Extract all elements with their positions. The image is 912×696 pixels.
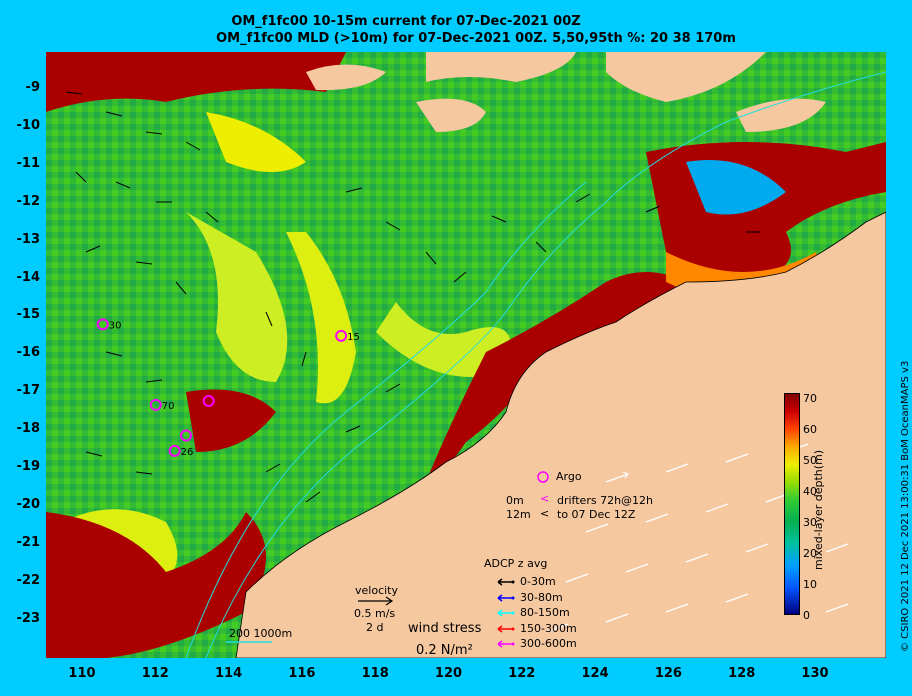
land-island: [306, 64, 386, 91]
colorbar-tick-label: 50: [803, 454, 817, 467]
current-arrows: [65, 91, 760, 503]
y-tick-label: -18: [16, 421, 41, 437]
velocity-legend-title: velocity: [355, 584, 398, 597]
argo-float-label: 30: [109, 320, 122, 331]
adcp-arrow-icon: [497, 593, 515, 602]
argo-float-label: 70: [162, 401, 175, 412]
mld-yellow-region: [376, 302, 511, 377]
drifter-depth-0: 0m: [506, 494, 524, 507]
isobath-legend: 200 1000m: [229, 627, 293, 640]
adcp-legend-label: 300-600m: [520, 637, 577, 650]
mld-yellow-region: [186, 212, 288, 382]
colorbar-tick-label: 0: [803, 609, 810, 622]
land-island: [416, 98, 486, 132]
adcp-legend-label: 30-80m: [520, 590, 563, 604]
argo-float-label: 26: [181, 447, 194, 458]
x-tick-label: 116: [288, 666, 316, 681]
argo-float-marker: [180, 429, 192, 442]
y-tick-label: -17: [16, 383, 41, 399]
wind-stress-value: 0.2 N/m²: [416, 643, 473, 658]
x-tick-label: 122: [508, 666, 536, 681]
mld-deep-region: [426, 272, 686, 482]
colorbar-tick-label: 20: [803, 547, 817, 560]
colorbar-title: mixed-layer depth(m): [812, 449, 825, 570]
wind-stress-title: wind stress: [408, 621, 482, 636]
copyright-text: © CSIRO 2021 12 Dec 2021 13:00:31 BoM Oc…: [900, 360, 911, 652]
argo-float-label: 15: [347, 332, 360, 343]
wind-stress-arrows: [545, 443, 849, 633]
land-island: [426, 52, 576, 82]
y-tick-label: -15: [16, 307, 41, 323]
land-island: [606, 52, 766, 102]
land-australia: [235, 211, 886, 658]
drifter-arrow-icon: <: [540, 507, 550, 520]
isobath-legend-line: [226, 641, 272, 643]
adcp-arrow-icon: [497, 609, 515, 617]
colorbar-tick-label: 30: [803, 516, 817, 529]
drifter-legend-label: drifters 72h@12h: [557, 494, 654, 507]
land-island: [736, 98, 826, 132]
y-tick-label: -12: [16, 193, 41, 209]
x-tick-label: 128: [728, 666, 756, 681]
mld-blue-region: [686, 160, 786, 215]
argo-float-marker: [202, 395, 215, 408]
isobath-contour: [185, 181, 587, 658]
adcp-arrow-icon: [497, 640, 515, 648]
y-tick-label: -22: [16, 572, 41, 588]
colorbar-tick-label: 10: [803, 578, 817, 591]
y-tick-label: -16: [16, 345, 41, 361]
y-tick-label: -23: [16, 610, 41, 626]
argo-float-marker: [149, 398, 162, 411]
adcp-legend-label: 0-30m: [520, 575, 556, 588]
title-line-1: OM_f1fc00 10-15m current for 07-Dec-2021…: [231, 14, 581, 29]
y-tick-label: -13: [16, 231, 41, 247]
velocity-legend-value: 0.5 m/s: [354, 607, 396, 620]
x-tick-label: 118: [361, 666, 389, 681]
adcp-legend-title: ADCP z avg: [484, 557, 548, 570]
y-tick-label: -11: [16, 155, 41, 171]
velocity-arrow-icon: [358, 596, 394, 606]
argo-legend-icon: [537, 471, 549, 483]
y-tick-label: -9: [25, 80, 40, 95]
drifter-depth-12: 12m: [506, 508, 531, 521]
x-tick-label: 114: [215, 666, 243, 681]
velocity-legend-days: 2 d: [366, 621, 384, 634]
adcp-arrow-icon: [497, 624, 515, 633]
adcp-legend-label: 150-300m: [520, 621, 577, 635]
drifter-arrow-icon: <: [540, 492, 550, 505]
mld-deep-region: [46, 52, 346, 112]
y-tick-label: -20: [16, 496, 41, 512]
argo-float-marker: [168, 444, 181, 457]
y-tick-label: -21: [16, 534, 41, 550]
isobath-contour: [205, 71, 886, 658]
y-tick-label: -14: [16, 269, 41, 285]
x-tick-label: 124: [581, 666, 609, 681]
adcp-arrow-icon: [497, 578, 515, 586]
x-tick-label: 112: [141, 666, 169, 681]
x-tick-label: 110: [68, 666, 96, 681]
y-tick-label: -19: [16, 459, 41, 474]
adcp-legend-label: 80-150m: [520, 606, 570, 619]
x-tick-label: 126: [654, 666, 682, 681]
colorbar-tick-label: 60: [803, 423, 817, 436]
y-tick-label: -10: [16, 117, 41, 133]
colorbar: [784, 393, 800, 615]
mld-deep-region: [46, 512, 266, 658]
mld-yellow-region: [206, 112, 306, 172]
x-tick-label: 120: [434, 666, 463, 681]
map-panel: 30 15 70 26: [46, 52, 886, 658]
colorbar-tick-label: 40: [803, 485, 817, 498]
mld-yellow-region: [286, 232, 356, 404]
drifter-legend-time: to 07 Dec 12Z: [557, 508, 636, 521]
argo-legend-label: Argo: [556, 470, 582, 483]
argo-float-marker: [96, 318, 109, 331]
argo-floats-layer: 30 15 70 26: [96, 318, 360, 458]
title-line-2: OM_f1fc00 MLD (>10m) for 07-Dec-2021 00Z…: [216, 31, 736, 46]
x-tick-label: 130: [801, 666, 829, 681]
colorbar-tick-label: 70: [803, 392, 817, 405]
argo-float-marker: [335, 329, 348, 342]
